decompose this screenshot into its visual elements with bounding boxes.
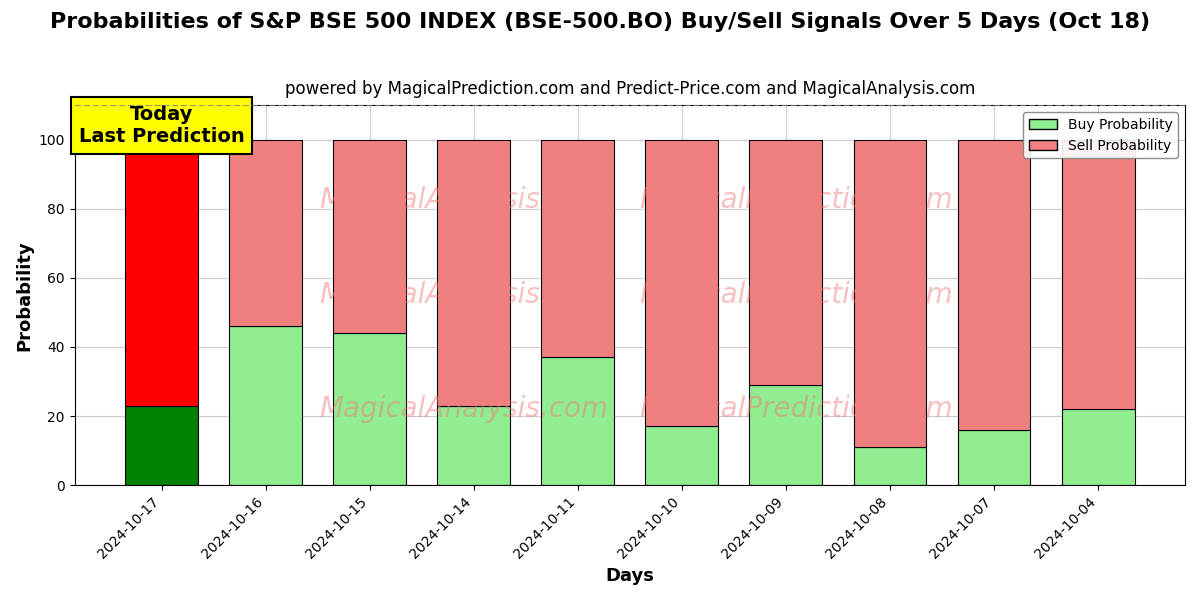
Y-axis label: Probability: Probability bbox=[16, 240, 34, 350]
Legend: Buy Probability, Sell Probability: Buy Probability, Sell Probability bbox=[1024, 112, 1178, 158]
Bar bbox=[437, 406, 510, 485]
Bar bbox=[646, 427, 719, 485]
Text: MagicalPrediction.com: MagicalPrediction.com bbox=[640, 395, 953, 423]
Bar bbox=[1062, 409, 1134, 485]
Bar bbox=[853, 140, 926, 447]
Text: MagicalPrediction.com: MagicalPrediction.com bbox=[640, 186, 953, 214]
Text: MagicalAnalysis.com: MagicalAnalysis.com bbox=[319, 186, 607, 214]
Bar bbox=[229, 326, 302, 485]
Bar bbox=[334, 333, 406, 485]
Bar bbox=[1062, 140, 1134, 409]
Bar bbox=[541, 140, 614, 358]
Bar bbox=[750, 385, 822, 485]
Bar bbox=[125, 140, 198, 406]
Bar bbox=[437, 140, 510, 406]
Bar bbox=[958, 430, 1031, 485]
Bar bbox=[646, 140, 719, 427]
Text: MagicalAnalysis.com: MagicalAnalysis.com bbox=[319, 395, 607, 423]
Bar bbox=[958, 140, 1031, 430]
Bar bbox=[229, 140, 302, 326]
X-axis label: Days: Days bbox=[605, 567, 654, 585]
Bar bbox=[853, 447, 926, 485]
Text: MagicalPrediction.com: MagicalPrediction.com bbox=[640, 281, 953, 309]
Text: Today
Last Prediction: Today Last Prediction bbox=[79, 105, 245, 146]
Text: MagicalAnalysis.com: MagicalAnalysis.com bbox=[319, 281, 607, 309]
Bar bbox=[125, 406, 198, 485]
Bar bbox=[750, 140, 822, 385]
Bar bbox=[541, 358, 614, 485]
Text: Probabilities of S&P BSE 500 INDEX (BSE-500.BO) Buy/Sell Signals Over 5 Days (Oc: Probabilities of S&P BSE 500 INDEX (BSE-… bbox=[50, 12, 1150, 32]
Bar bbox=[334, 140, 406, 333]
Title: powered by MagicalPrediction.com and Predict-Price.com and MagicalAnalysis.com: powered by MagicalPrediction.com and Pre… bbox=[284, 80, 976, 98]
